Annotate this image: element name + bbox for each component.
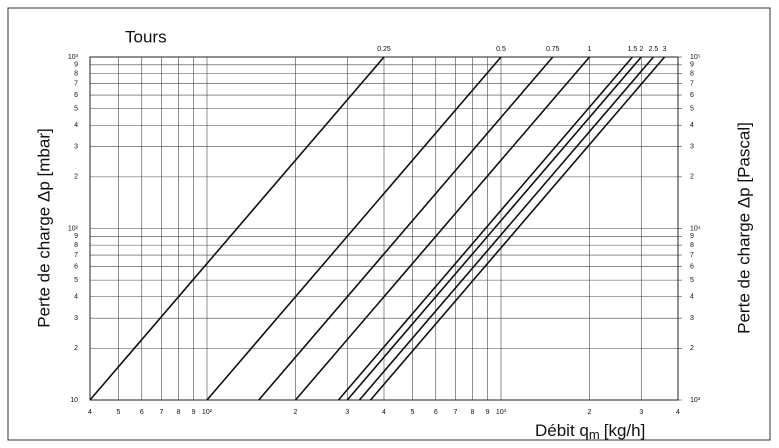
series-line <box>337 56 634 401</box>
series-label: 1.5 <box>628 46 638 53</box>
y-tick-label: 9 <box>74 233 78 240</box>
y2-tick-label: 4 <box>690 294 694 301</box>
x-axis-label-text: Débit q <box>535 421 589 440</box>
y2-axis-label: Perte de charge Δp [Pascal] <box>734 122 753 334</box>
x-tick-label: 4 <box>676 409 680 416</box>
y2-tick-label: 2 <box>690 174 694 181</box>
x-axis-label: Débit qm [kg/h] <box>535 421 645 442</box>
y2-tick-label: 2 <box>690 345 694 352</box>
x-tick-label: 5 <box>411 409 415 416</box>
x-tick-label: 2 <box>588 409 592 416</box>
x-tick-label: 5 <box>117 409 121 416</box>
y-tick-label: 5 <box>74 105 78 112</box>
series-line <box>294 56 591 401</box>
series-label: 0.75 <box>546 46 560 53</box>
y2-tick-label: 6 <box>690 92 694 99</box>
y-tick-label: 4 <box>74 294 78 301</box>
y-tick-label: 2 <box>74 174 78 181</box>
x-tick-label: 4 <box>382 409 386 416</box>
y-tick-label: 6 <box>74 263 78 270</box>
y2-tick-label: 10⁴ <box>690 225 701 232</box>
x-tick-label: 3 <box>639 409 643 416</box>
series-line <box>346 56 642 401</box>
y2-tick-label: 5 <box>690 277 694 284</box>
y2-tick-label: 10⁵ <box>690 54 701 61</box>
y2-tick-label: 9 <box>690 233 694 240</box>
x-tick-label: 8 <box>177 409 181 416</box>
y2-tick-label: 3 <box>690 144 694 151</box>
y-tick-label: 3 <box>74 144 78 151</box>
x-tick-label: 6 <box>140 409 144 416</box>
x-tick-label: 8 <box>471 409 475 416</box>
x-tick-label: 9 <box>192 409 196 416</box>
y-tick-label: 6 <box>74 92 78 99</box>
y-tick-label: 9 <box>74 62 78 69</box>
series-label: 2 <box>639 46 643 53</box>
x-tick-label: 2 <box>294 409 298 416</box>
y-tick-label: 10³ <box>68 54 79 61</box>
x-tick-label: 7 <box>160 409 164 416</box>
series-label: 2.5 <box>649 46 659 53</box>
y-tick-label: 10 <box>70 397 78 404</box>
series-line <box>369 56 666 401</box>
y-tick-label: 8 <box>74 242 78 249</box>
y-tick-label: 7 <box>74 252 78 259</box>
y2-tick-label: 10³ <box>690 397 701 404</box>
y2-tick-label: 7 <box>690 252 694 259</box>
y-axis-label: Perte de charge Δp [mbar] <box>34 128 53 327</box>
y-tick-label: 8 <box>74 70 78 77</box>
series-label: 1 <box>588 46 592 53</box>
x-tick-label: 9 <box>486 409 490 416</box>
frame <box>7 7 771 441</box>
y2-tick-label: 6 <box>690 263 694 270</box>
y2-tick-label: 4 <box>690 122 694 129</box>
y-tick-label: 3 <box>74 315 78 322</box>
y-tick-label: 4 <box>74 122 78 129</box>
y-tick-label: 7 <box>74 80 78 87</box>
y2-tick-label: 7 <box>690 80 694 87</box>
series-line <box>258 56 554 401</box>
x-tick-label: 10³ <box>496 409 507 416</box>
y-tick-label: 10² <box>68 225 79 232</box>
series-label: 0.5 <box>496 46 506 53</box>
y2-tick-label: 3 <box>690 315 694 322</box>
x-axis-label-sub: m <box>589 427 600 442</box>
y-tick-label: 2 <box>74 345 78 352</box>
x-axis-label-unit: [kg/h] <box>604 421 646 440</box>
series-line <box>358 56 655 401</box>
x-tick-label: 4 <box>88 409 92 416</box>
series-line <box>89 56 385 401</box>
series-line <box>206 56 502 401</box>
chart-title: Tours <box>125 27 167 46</box>
y-tick-label: 5 <box>74 277 78 284</box>
x-tick-label: 6 <box>434 409 438 416</box>
y2-tick-label: 8 <box>690 242 694 249</box>
series-label: 3 <box>663 46 667 53</box>
x-tick-label: 3 <box>345 409 349 416</box>
y2-tick-label: 9 <box>690 62 694 69</box>
y2-tick-label: 5 <box>690 105 694 112</box>
y2-tick-label: 8 <box>690 70 694 77</box>
series-label: 0.25 <box>377 46 391 53</box>
x-tick-label: 7 <box>454 409 458 416</box>
x-tick-label: 10² <box>202 409 213 416</box>
